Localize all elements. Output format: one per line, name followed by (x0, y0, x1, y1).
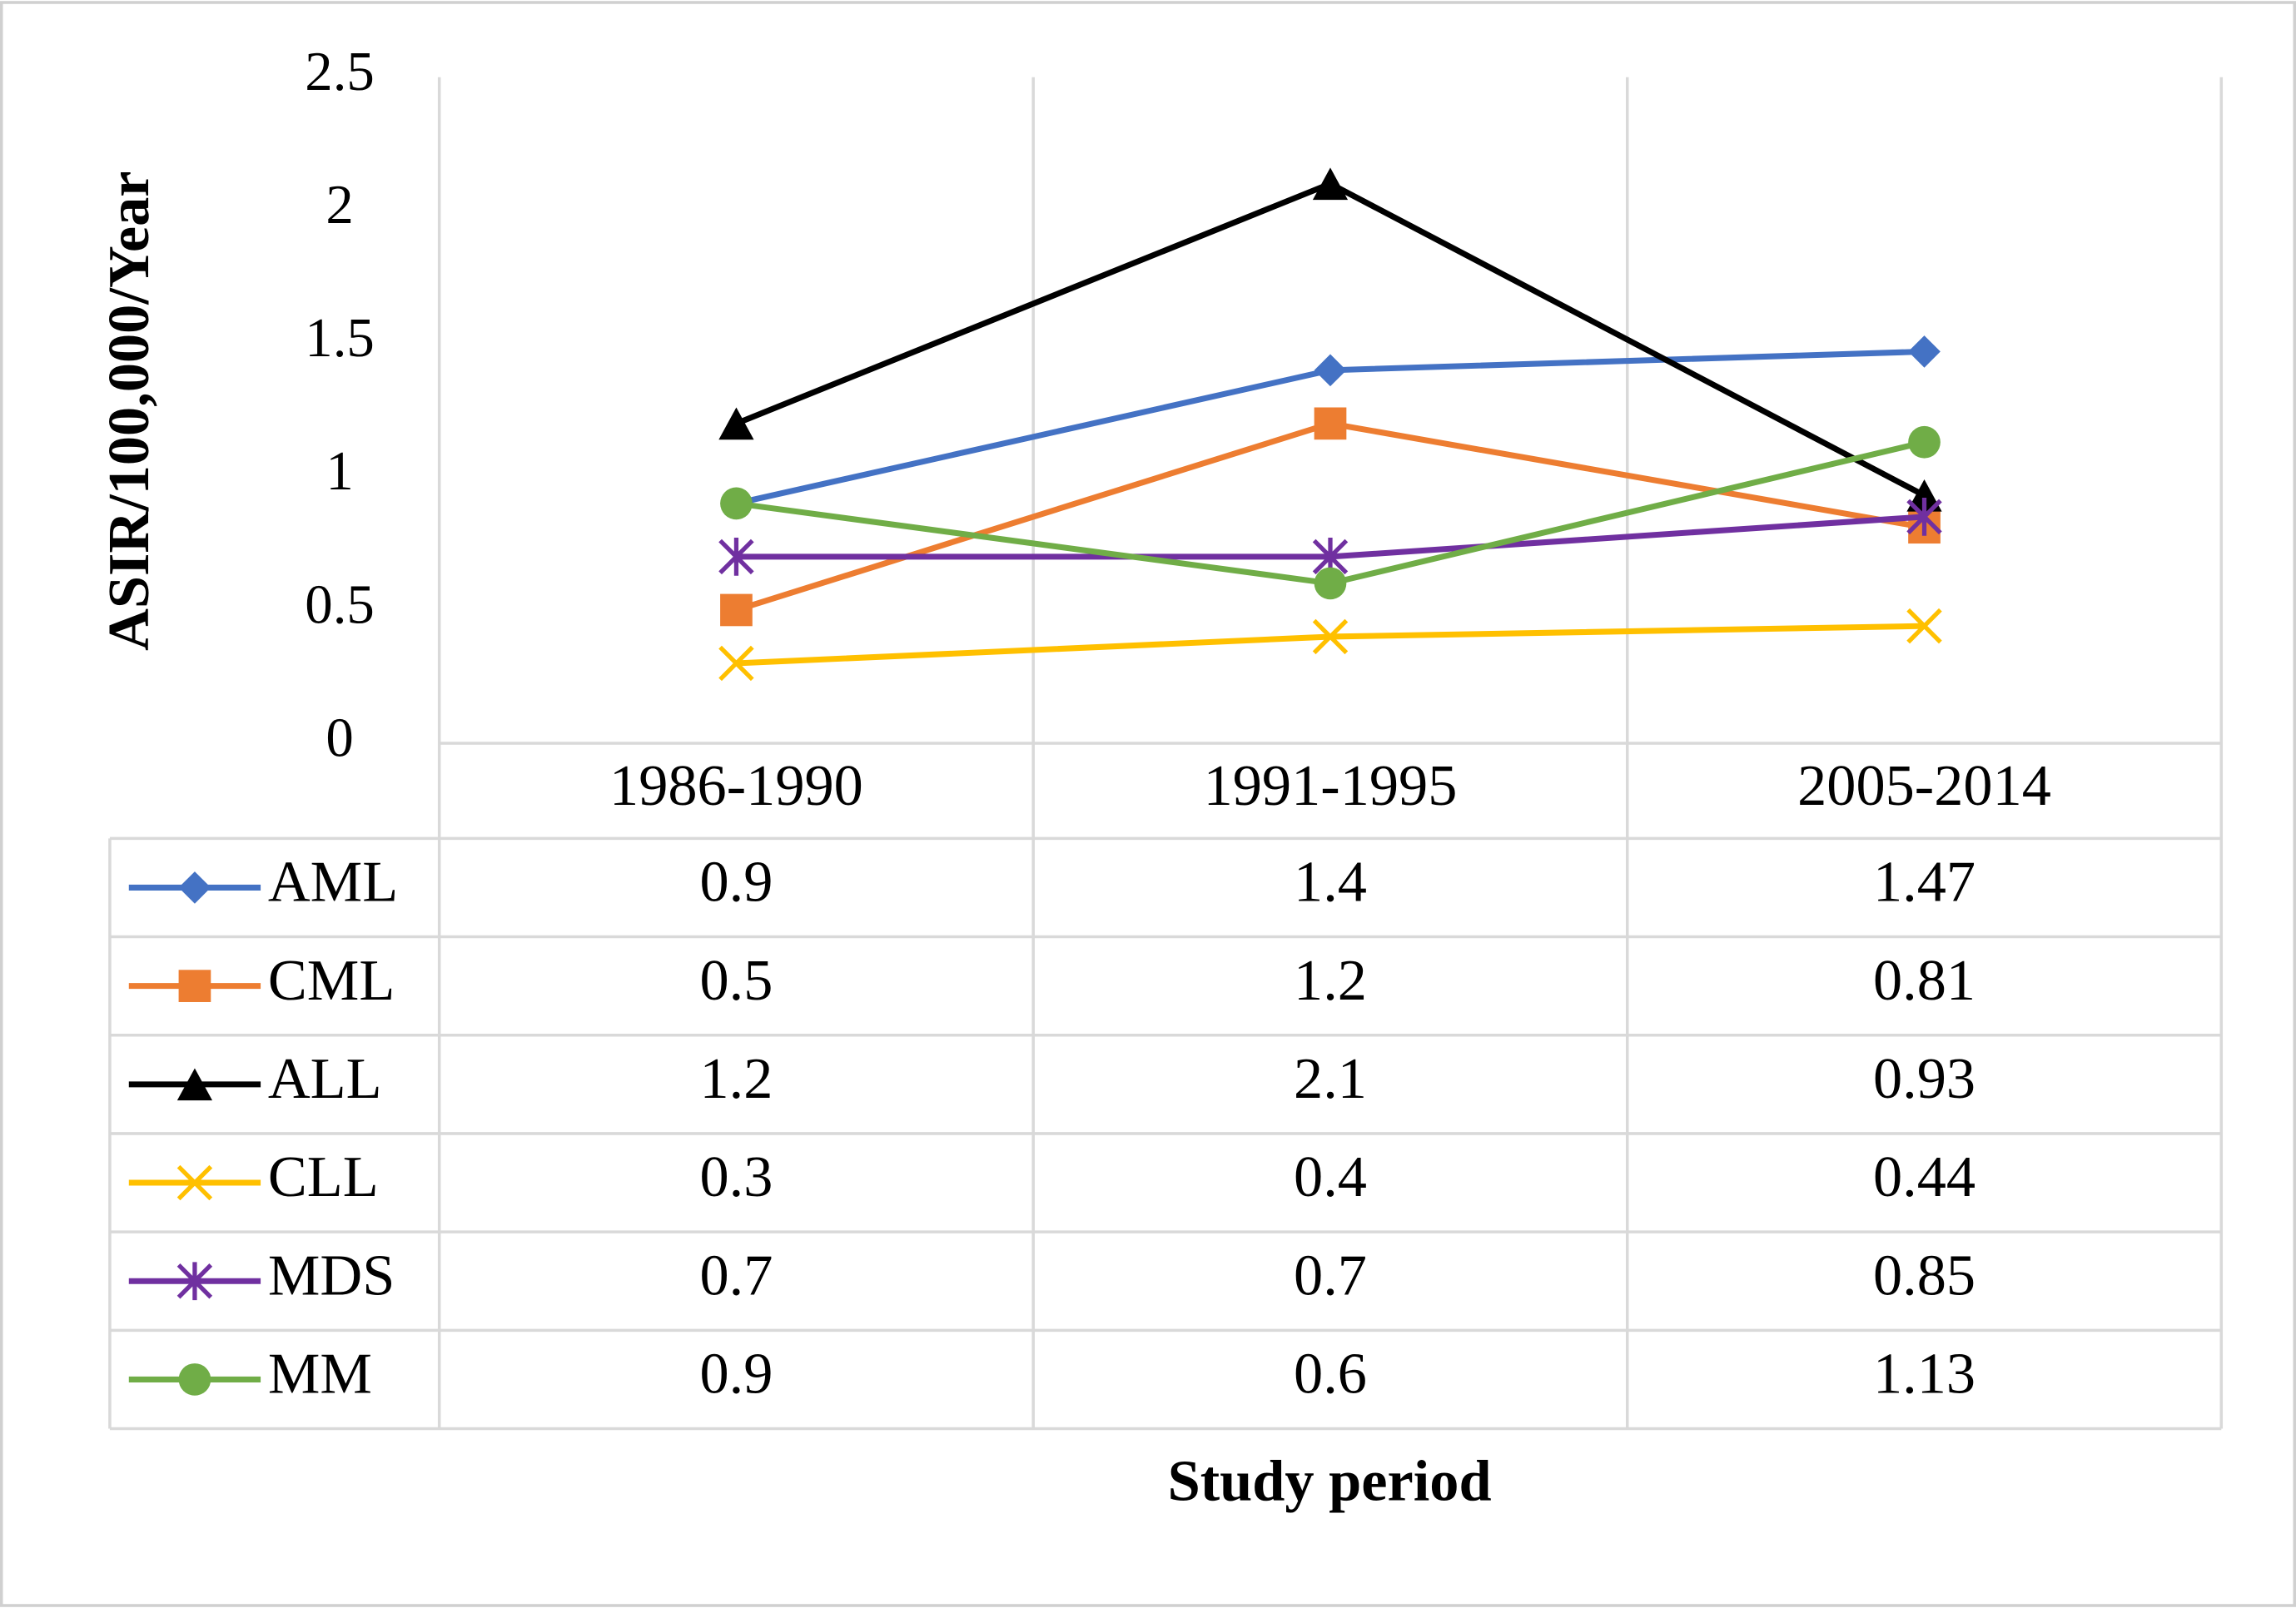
y-tick-label: 0.5 (305, 573, 375, 635)
table-value: 1.13 (1873, 1342, 1975, 1407)
legend-key-marker (178, 970, 211, 1002)
data-point (1314, 407, 1347, 440)
table-value: 0.44 (1873, 1144, 1975, 1209)
table-value: 0.9 (699, 850, 773, 915)
data-point (718, 645, 754, 682)
x-tick-label: 1991-1995 (1204, 753, 1458, 818)
data-point (1312, 167, 1349, 201)
table-value: 0.81 (1873, 948, 1975, 1013)
table-value: 0.7 (699, 1243, 773, 1308)
table-value: 0.4 (1294, 1144, 1367, 1209)
table-value: 0.6 (1294, 1342, 1367, 1407)
table-value: 0.3 (699, 1144, 773, 1209)
table-value: 1.2 (699, 1046, 773, 1111)
y-tick-label: 1 (326, 440, 353, 502)
table-value: 0.9 (699, 1342, 773, 1407)
data-point (720, 487, 753, 520)
legend-key-marker (178, 1363, 211, 1396)
y-tick-label: 2.5 (305, 41, 375, 102)
legend-label: MDS (268, 1243, 395, 1308)
y-tick-label: 2 (326, 174, 353, 236)
data-point (1314, 567, 1347, 600)
data-point (1906, 608, 1942, 644)
data-point (1312, 618, 1349, 655)
legend-key-marker (176, 1164, 213, 1201)
legend-key-marker (176, 1068, 213, 1101)
legend-label: CLL (268, 1144, 379, 1209)
data-point (718, 407, 754, 440)
y-tick-label: 1.5 (305, 307, 375, 369)
legend-label: AML (268, 850, 398, 915)
x-tick-label: 1986-1990 (609, 753, 863, 818)
legend-label: MM (268, 1342, 372, 1407)
legend-key-marker (176, 1262, 213, 1301)
data-point (1908, 425, 1941, 459)
table-value: 1.2 (1294, 948, 1367, 1013)
legend-key-marker (178, 871, 211, 904)
table-value: 0.5 (699, 948, 773, 1013)
table-value: 2.1 (1294, 1046, 1367, 1111)
table-value: 1.4 (1294, 850, 1367, 915)
data-point (718, 538, 754, 576)
data-point (720, 593, 753, 627)
legend-label: CML (268, 948, 395, 1013)
table-value: 0.85 (1873, 1243, 1975, 1308)
legend-label: ALL (268, 1046, 382, 1111)
table-value: 1.47 (1873, 850, 1975, 915)
data-point (1906, 498, 1942, 536)
data-point (1906, 479, 1942, 512)
table-value: 0.93 (1873, 1046, 1975, 1111)
x-tick-label: 2005-2014 (1797, 753, 2051, 818)
x-axis-title: Study period (1168, 1449, 1492, 1514)
table-value: 0.7 (1294, 1243, 1367, 1308)
y-tick-label: 0 (326, 707, 353, 768)
y-axis-title: ASIR/100,000/Year (97, 171, 162, 651)
